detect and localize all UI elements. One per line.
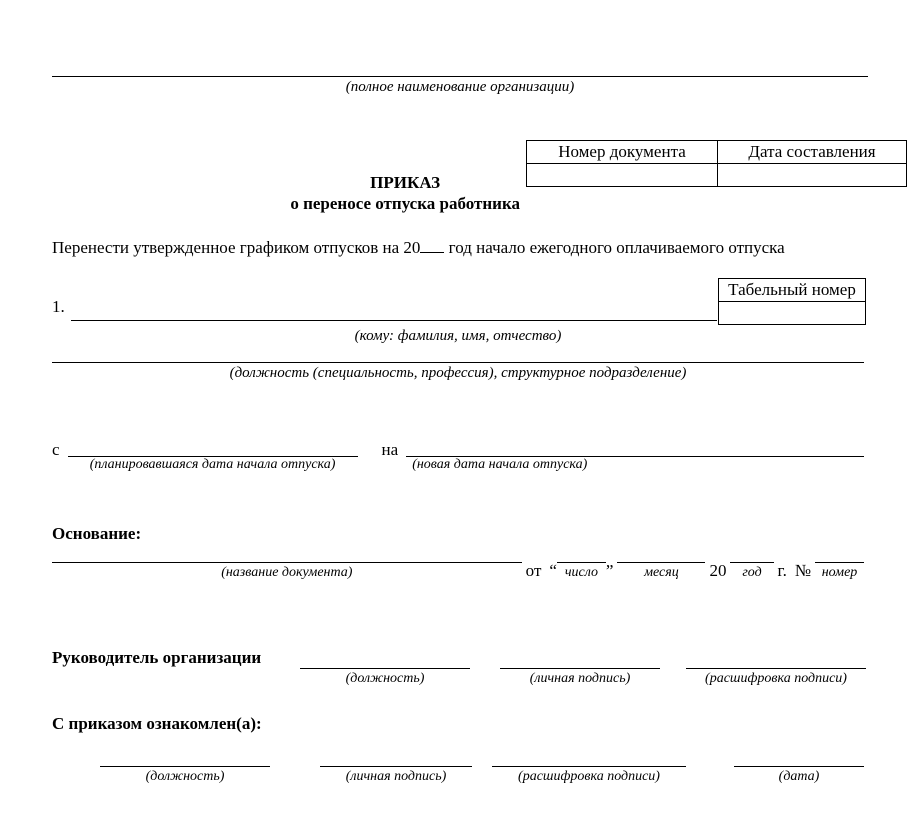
position-row: (должность (специальность, профессия), с… (52, 352, 864, 382)
person-fio-caption: (кому: фамилия, имя, отчество) (52, 328, 864, 345)
reason-month-caption: месяц (617, 565, 705, 581)
reason-num-sign: № (791, 561, 815, 581)
body-sentence: Перенести утвержденное графиком отпусков… (52, 238, 785, 258)
reason-year-blank[interactable] (730, 540, 773, 563)
date-from-blank[interactable] (68, 430, 358, 457)
sig2-date-blank[interactable] (734, 748, 864, 767)
doc-number-cell[interactable] (527, 164, 718, 187)
position-blank[interactable] (52, 352, 864, 363)
reason-day-blank[interactable] (557, 540, 606, 563)
sig1-sign-caption: (личная подпись) (500, 671, 660, 687)
sig2-position-caption: (должность) (100, 769, 270, 785)
sig1-decode-blank[interactable] (686, 650, 866, 669)
reason-quote-close: ” (606, 561, 618, 581)
tab-number-cell[interactable] (719, 302, 866, 325)
title-main: ПРИКАЗ (290, 172, 520, 193)
reason-num-blank[interactable] (815, 540, 864, 563)
sig1-position-caption: (должность) (300, 671, 470, 687)
sig2-sign-caption: (личная подпись) (320, 769, 472, 785)
title-block: ПРИКАЗ о переносе отпуска работника (0, 172, 520, 215)
date-to-caption: (новая дата начала отпуска) (406, 457, 864, 473)
doc-date-header: Дата составления (718, 141, 907, 164)
person-row: 1. (52, 290, 717, 321)
position-caption: (должность (специальность, профессия), с… (52, 365, 864, 382)
sig1-decode-caption: (расшифровка подписи) (686, 671, 866, 687)
sig1-position-blank[interactable] (300, 650, 470, 669)
date-from-label: с (52, 430, 68, 473)
reason-num-caption: номер (815, 565, 864, 581)
date-from-caption: (планировавшаяся дата начала отпуска) (68, 457, 358, 473)
doc-date-cell[interactable] (718, 164, 907, 187)
body-year-blank[interactable] (420, 252, 444, 253)
person-index: 1. (52, 297, 65, 321)
body-post: год начало ежегодного оплачиваемого отпу… (444, 238, 784, 257)
sig2-decode-caption: (расшифровка подписи) (492, 769, 686, 785)
reason-year-prefix: 20 (705, 561, 730, 581)
sig2-label: С приказом ознакомлен(а): (52, 714, 262, 734)
sig1-label: Руководитель организации (52, 648, 261, 668)
reason-month-blank[interactable] (617, 540, 705, 563)
reason-row: (название документа) от “ число ” месяц … (52, 540, 864, 581)
sig2-position-blank[interactable] (100, 748, 270, 767)
reason-ot: от (522, 561, 546, 581)
body-pre: Перенести утвержденное графиком отпусков… (52, 238, 420, 257)
org-name-blank[interactable] (52, 40, 868, 77)
tab-number-table: Табельный номер (718, 278, 866, 325)
sig1-sign-blank[interactable] (500, 650, 660, 669)
doc-number-header: Номер документа (527, 141, 718, 164)
tab-number-header: Табельный номер (719, 279, 866, 302)
sig2-row: (должность) (личная подпись) (расшифровк… (100, 748, 864, 785)
reason-doc-name-blank[interactable] (52, 540, 522, 563)
title-sub: о переносе отпуска работника (290, 193, 520, 214)
org-name-caption: (полное наименование организации) (52, 79, 868, 96)
reason-day-caption: число (557, 565, 606, 581)
sig2-decode-blank[interactable] (492, 748, 686, 767)
date-to-label: на (382, 430, 407, 473)
person-fio-blank[interactable] (71, 290, 717, 321)
sig2-sign-blank[interactable] (320, 748, 472, 767)
reason-doc-name-caption: (название документа) (52, 565, 522, 581)
doc-number-date-table: Номер документа Дата составления (526, 140, 907, 187)
date-to-blank[interactable] (406, 430, 864, 457)
reason-quote-open: “ (545, 561, 557, 581)
sig1-row: (должность) (личная подпись) (расшифровк… (300, 650, 866, 687)
sig2-date-caption: (дата) (734, 769, 864, 785)
reason-year-suffix: г. (774, 561, 791, 581)
reason-year-caption: год (730, 565, 773, 581)
dates-row: с (планировавшаяся дата начала отпуска) … (52, 430, 864, 473)
